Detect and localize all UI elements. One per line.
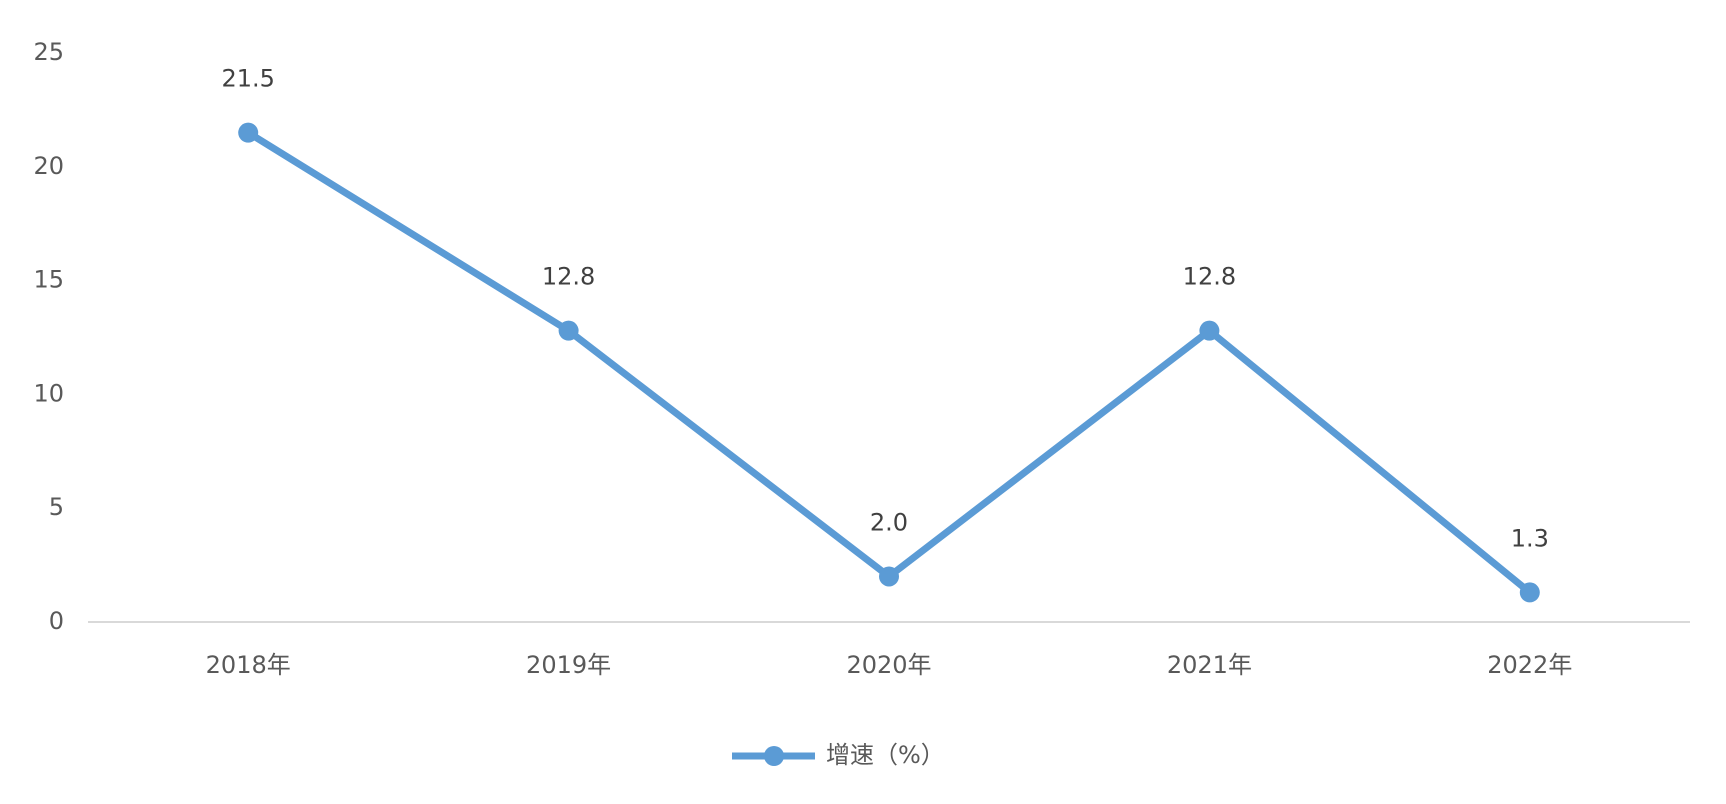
y-tick-label: 0 [49,607,64,635]
data-label: 1.3 [1511,524,1549,552]
data-label: 12.8 [1183,263,1236,291]
y-tick-label: 5 [49,493,64,521]
marker [1199,320,1220,341]
x-tick-label: 2019年 [526,651,611,679]
y-tick-label: 25 [33,38,64,66]
marker [1519,582,1540,603]
x-tick-label: 2022年 [1487,651,1572,679]
marker [558,320,579,341]
data-label: 21.5 [221,65,274,93]
legend-marker [764,746,784,766]
legend-label: 增速（%） [826,741,945,769]
x-tick-label: 2018年 [206,651,291,679]
data-label: 12.8 [542,263,595,291]
data-label: 2.0 [870,508,908,536]
x-tick-label: 2021年 [1167,651,1252,679]
y-tick-label: 15 [33,266,64,294]
marker [238,122,259,143]
y-tick-label: 10 [33,379,64,407]
y-tick-label: 20 [33,152,64,180]
marker [879,566,899,587]
x-tick-label: 2020年 [846,651,931,679]
